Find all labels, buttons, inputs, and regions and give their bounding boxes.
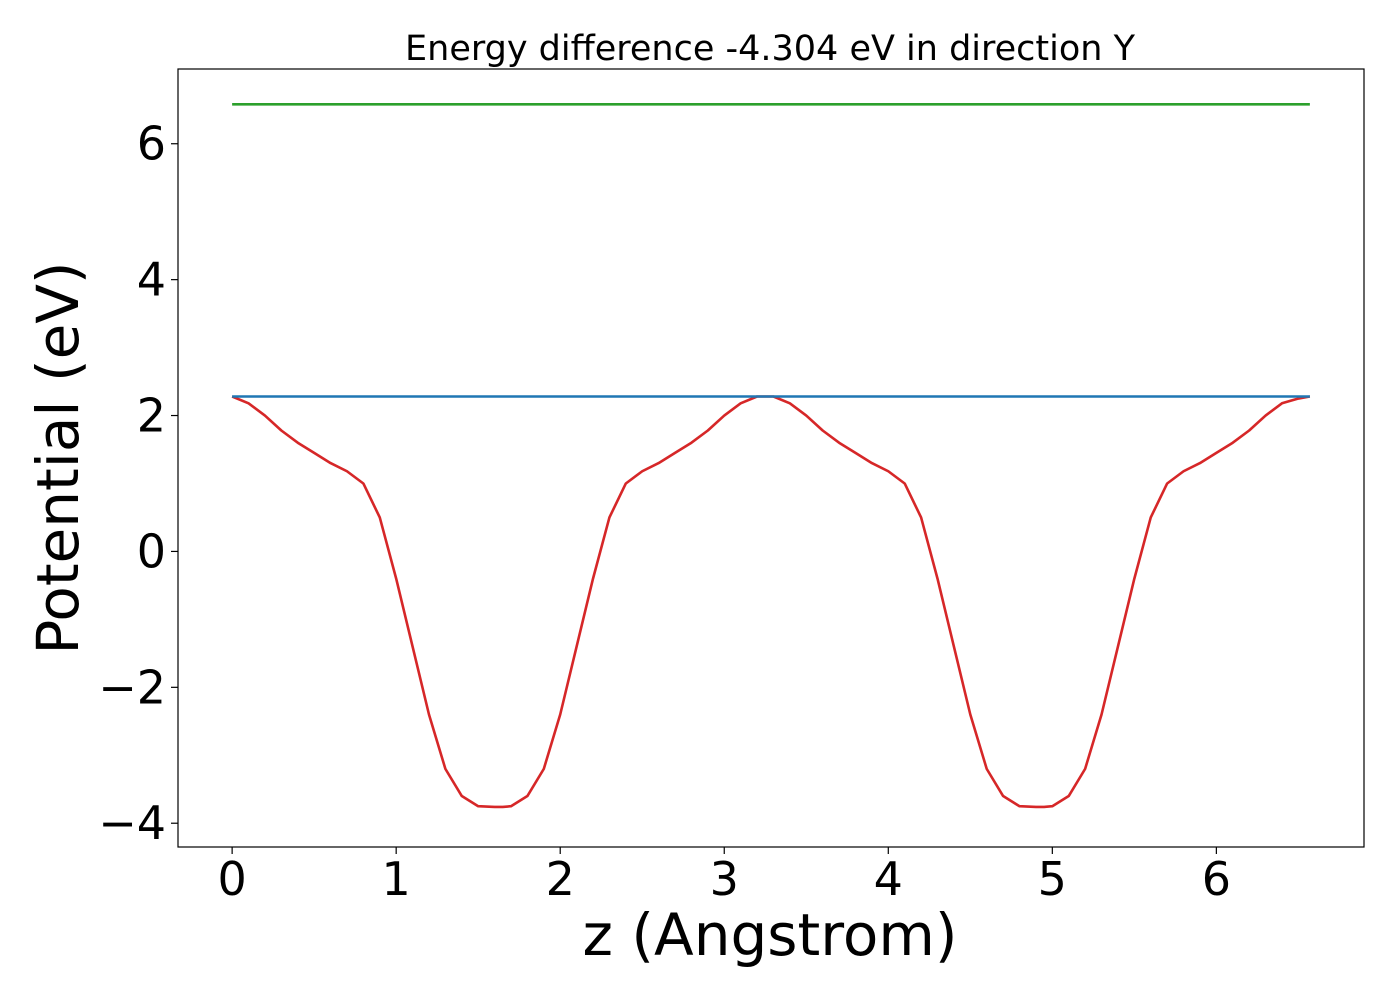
x-tick-label: 4 — [874, 852, 903, 906]
x-tick-label: 3 — [710, 852, 739, 906]
y-tick-label: 2 — [137, 389, 166, 443]
y-tick-label: 4 — [137, 253, 166, 307]
y-tick-label: 0 — [137, 524, 166, 578]
y-tick-label: −2 — [98, 660, 166, 714]
y-tick-label: −4 — [98, 796, 166, 850]
series-layer — [231, 103, 1311, 809]
x-axis-label: z (Angstrom) — [583, 901, 958, 969]
x-tick-label: 6 — [1202, 852, 1231, 906]
y-axis-ticks: −4 −2 0 2 4 6 — [98, 117, 178, 850]
x-axis-ticks: 0 1 2 3 4 5 6 — [217, 847, 1231, 906]
plot-frame — [177, 68, 1365, 848]
x-tick-label: 2 — [546, 852, 575, 906]
x-tick-label: 1 — [382, 852, 411, 906]
chart-title: Energy difference -4.304 eV in direction… — [405, 29, 1136, 69]
x-tick-label: 0 — [217, 852, 246, 906]
x-tick-label: 5 — [1038, 852, 1067, 906]
y-tick-label: 6 — [137, 117, 166, 171]
y-axis-label: Potential (eV) — [24, 261, 92, 654]
